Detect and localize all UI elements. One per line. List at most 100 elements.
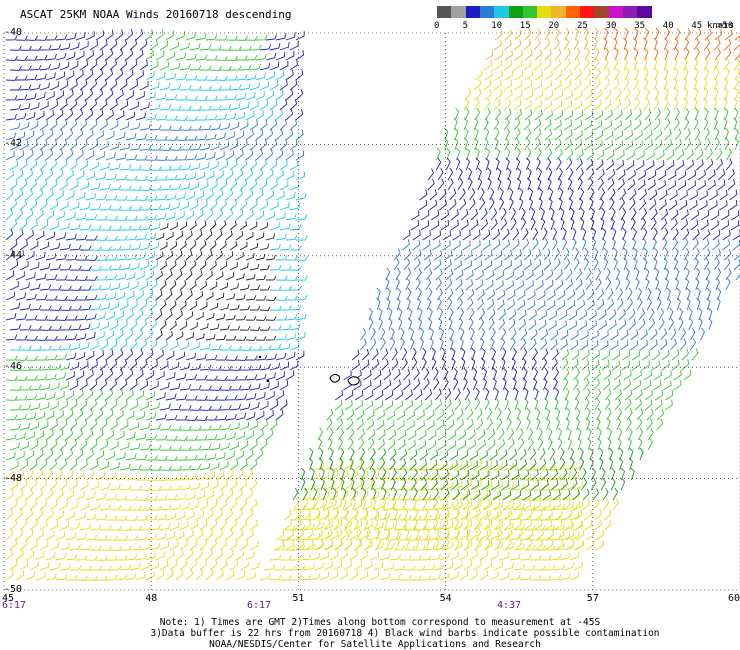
wind-barb: [139, 205, 152, 211]
wind-barb: [89, 40, 99, 51]
wind-barb: [600, 217, 605, 231]
wind-barb: [205, 114, 218, 121]
wind-barb: [219, 442, 230, 451]
wind-barb: [525, 529, 534, 541]
wind-barb: [35, 469, 44, 481]
wind-barb: [517, 290, 526, 301]
wind-barb: [643, 98, 650, 111]
wind-barb: [209, 142, 220, 151]
wind-barb: [436, 297, 442, 311]
wind-barb: [584, 509, 593, 521]
wind-barb: [514, 28, 522, 41]
wind-barb: [354, 507, 359, 521]
wind-barb: [480, 218, 489, 231]
wind-barb: [504, 127, 511, 141]
wind-barb: [545, 157, 552, 171]
wind-barb: [45, 429, 54, 441]
wind-barb: [466, 298, 474, 311]
wind-barb: [69, 399, 78, 411]
wind-barb: [255, 148, 264, 161]
wind-barb: [79, 139, 88, 151]
wind-barb: [383, 369, 392, 381]
wind-barb: [733, 77, 739, 91]
wind-barb: [433, 563, 445, 571]
wind-barb: [29, 345, 42, 351]
wind-barb: [657, 170, 667, 181]
wind-barb: [604, 508, 612, 521]
wind-barb: [512, 490, 522, 501]
wind-barb: [155, 514, 168, 521]
wind-barb: [395, 527, 400, 541]
wind-barb: [681, 348, 689, 361]
wind-barb: [235, 231, 244, 241]
wind-barb: [155, 392, 166, 401]
wind-barb: [628, 318, 636, 331]
wind-barb: [59, 43, 71, 51]
wind-barb: [245, 572, 256, 581]
latitude-label: -50: [4, 584, 23, 595]
wind-barb: [309, 532, 321, 541]
wind-barb: [469, 529, 478, 541]
wind-barb: [225, 131, 235, 141]
wind-barb: [35, 54, 48, 61]
colorbar-tick-label: 35: [634, 21, 646, 31]
wind-barb: [35, 335, 48, 341]
wind-barb: [622, 37, 628, 51]
wind-barb: [275, 33, 287, 41]
wind-barb: [9, 385, 22, 391]
wind-barb: [467, 167, 473, 181]
wind-barb: [380, 477, 386, 491]
wind-barb: [691, 348, 699, 361]
wind-barb: [175, 474, 188, 481]
wind-barb: [528, 319, 537, 331]
wind-barb: [511, 357, 516, 371]
wind-barb: [636, 297, 643, 311]
wind-barb: [604, 88, 612, 101]
wind-barb: [636, 408, 644, 421]
wind-barb: [389, 514, 402, 521]
wind-barb: [129, 144, 142, 151]
wind-barb: [205, 291, 214, 301]
wind-barb: [59, 344, 72, 351]
wind-barb: [493, 98, 501, 111]
map-title: ASCAT 25KM NOAA Winds 20160718 descendin…: [20, 8, 292, 21]
wind-barb: [640, 329, 648, 341]
wind-barb: [15, 395, 28, 401]
wind-barb: [349, 447, 355, 461]
wind-barb: [397, 439, 406, 451]
wind-barb: [59, 458, 68, 471]
wind-barb: [129, 299, 138, 311]
wind-barb: [696, 297, 701, 311]
wind-barb: [663, 118, 671, 131]
wind-barb: [69, 139, 78, 151]
wind-barb: [55, 109, 64, 121]
wind-barb: [155, 50, 165, 61]
wind-barb: [135, 155, 148, 161]
wind-barb: [443, 377, 449, 391]
wind-barb: [259, 345, 272, 351]
wind-barb: [503, 562, 514, 571]
wind-barb: [135, 390, 145, 401]
wind-barb: [480, 357, 486, 371]
wind-barb: [616, 417, 622, 431]
wind-barb: [406, 410, 415, 421]
wind-barb: [479, 570, 489, 581]
wind-barb: [464, 387, 471, 401]
wind-barb: [544, 109, 553, 121]
wind-barb: [89, 225, 102, 231]
wind-barb: [185, 230, 193, 241]
wind-barb: [284, 565, 296, 571]
wind-barb: [676, 287, 681, 301]
wind-barb: [205, 415, 218, 421]
wind-barb: [205, 375, 218, 381]
wind-barb: [422, 239, 431, 251]
wind-barb: [149, 260, 159, 271]
wind-barb: [503, 60, 513, 71]
wind-barb: [9, 160, 19, 171]
wind-barb: [189, 181, 200, 191]
wind-barb: [29, 479, 38, 491]
wind-barb: [219, 499, 228, 511]
wind-barb: [9, 499, 18, 511]
wind-barb: [308, 457, 314, 471]
wind-barb: [225, 413, 237, 421]
